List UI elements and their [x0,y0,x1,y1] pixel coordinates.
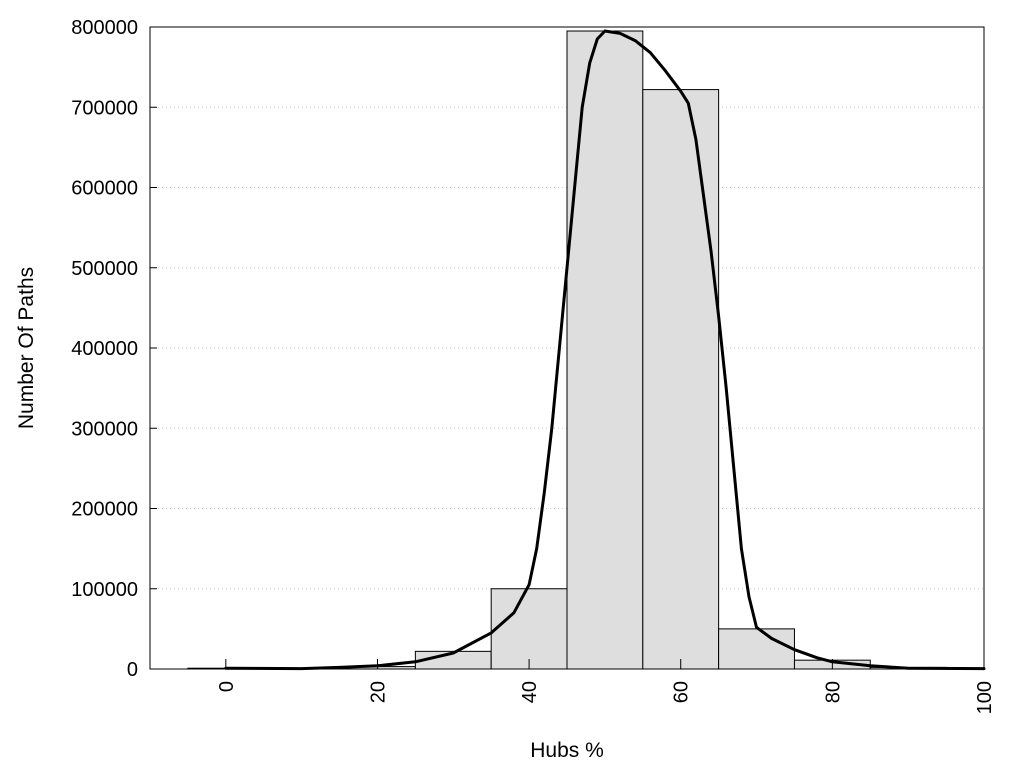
histogram-bar [566,30,644,670]
y-tick-label: 200000 [71,499,138,521]
x-tick-label: 40 [519,681,541,703]
x-tick-label: 0 [216,681,238,692]
x-axis-title: Hubs % [530,739,604,762]
y-tick-label: 400000 [71,338,138,360]
y-tick-label: 0 [127,659,138,681]
y-axis-ticks: 0 100000 200000 300000 400000 500000 600000 700… [71,17,157,681]
density-curve [224,29,986,671]
x-tick-label: 80 [822,681,844,703]
y-tick-label: 700000 [71,97,138,119]
histogram-bar [490,588,568,670]
y-tick-label: 500000 [71,258,138,280]
fit-curve-line [224,29,986,671]
x-axis-ticks: 0 20 40 60 80 100 [216,659,996,714]
x-tick-label: 100 [974,681,996,714]
y-axis-title: Number Of Paths [15,267,38,429]
y-tick-label: 100000 [71,579,138,601]
histogram-bar [642,89,720,670]
histogram-bar [718,628,795,670]
y-tick-label: 300000 [71,418,138,440]
histogram-bars [187,30,947,670]
y-tick-label: 600000 [71,178,138,200]
x-tick-label: 20 [367,681,389,703]
y-tick-label: 800000 [71,17,138,39]
x-tick-label: 60 [671,681,693,703]
